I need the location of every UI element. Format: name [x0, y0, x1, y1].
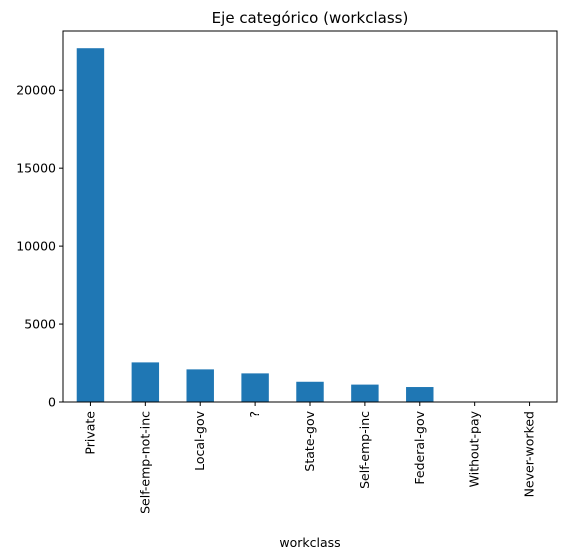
x-tick-label: Without-pay — [467, 410, 482, 487]
x-tick-label: Private — [82, 411, 97, 455]
bar-federal-gov — [406, 387, 433, 402]
x-tick-label: Self-emp-inc — [357, 411, 372, 489]
y-tick-label: 10000 — [16, 239, 56, 254]
x-tick-label: Self-emp-not-inc — [137, 411, 152, 514]
x-tick-label: Never-worked — [522, 411, 537, 497]
bars — [77, 48, 544, 402]
y-tick-label: 15000 — [16, 161, 56, 176]
y-axis: 0 5000 10000 15000 20000 — [16, 83, 63, 410]
chart-title: Eje categórico (workclass) — [212, 9, 409, 27]
bar-local-gov — [187, 369, 214, 402]
x-axis: Private Self-emp-not-inc Local-gov? State-g… — [82, 402, 536, 514]
bar-self-emp-inc — [351, 385, 378, 402]
y-tick-label: 20000 — [16, 83, 56, 98]
bar-self-emp-not-inc — [132, 362, 159, 402]
x-axis-label: workclass — [279, 535, 340, 550]
bar-state-gov — [296, 382, 323, 402]
bar-private — [77, 48, 104, 402]
x-tick-label: Federal-gov — [412, 410, 427, 484]
x-tick-label: ? — [247, 411, 262, 418]
x-tick-label: State-gov — [302, 410, 317, 471]
y-tick-label: 0 — [48, 395, 56, 410]
bar-unknown — [241, 373, 268, 402]
x-tick-label: Local-gov — [192, 410, 207, 470]
y-tick-label: 5000 — [24, 317, 56, 332]
plot-frame — [63, 31, 557, 402]
